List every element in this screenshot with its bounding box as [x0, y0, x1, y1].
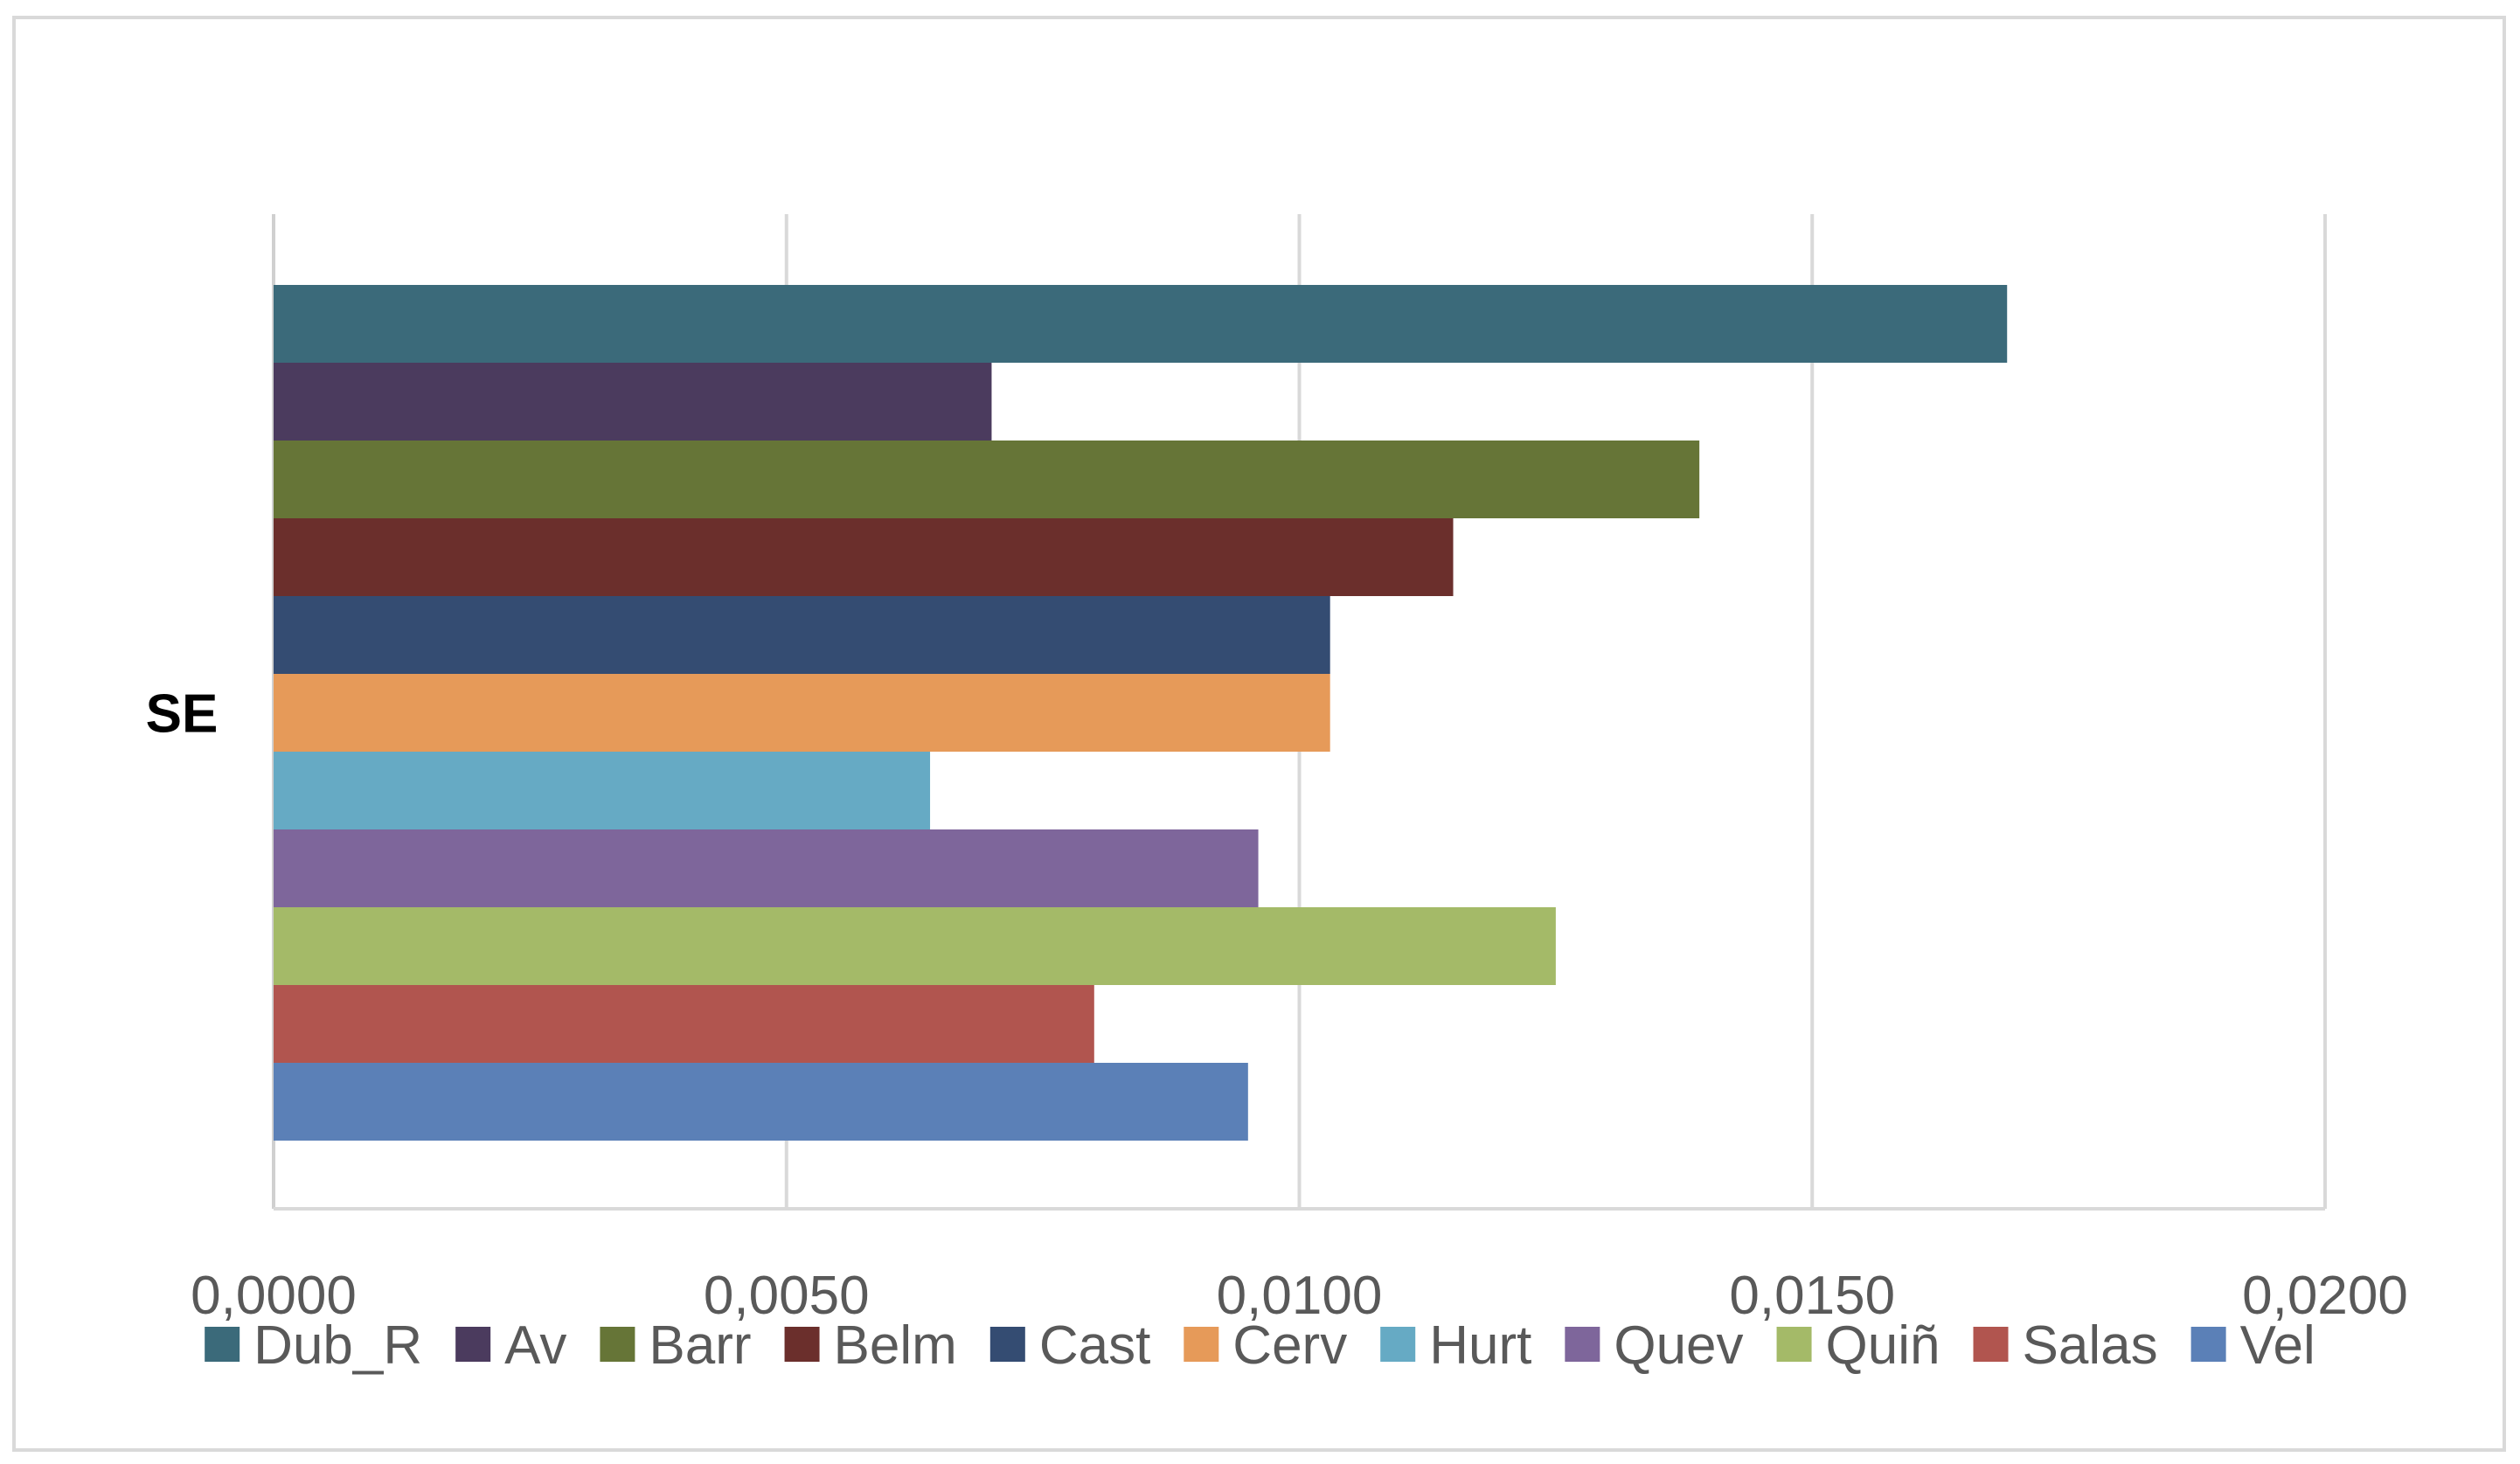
x-tick-label: 0,0100 — [1217, 1266, 1383, 1326]
legend-item: Dub_R — [205, 1315, 422, 1376]
bar — [274, 829, 1259, 907]
legend-item: Belm — [784, 1315, 957, 1376]
legend-swatch — [2190, 1327, 2226, 1362]
legend-label: Av — [504, 1315, 566, 1376]
bars — [274, 285, 2008, 1141]
x-tick-label: 0,0050 — [704, 1266, 870, 1326]
legend-swatch — [784, 1327, 820, 1362]
x-axis-tick-labels: 0,0000 0,0050 0,0100 0,0150 0,0200 — [191, 1266, 2408, 1326]
legend-swatch — [1565, 1327, 1600, 1362]
legend-swatch — [1776, 1327, 1812, 1362]
category-label: SE — [146, 684, 219, 745]
bar — [274, 674, 1330, 752]
legend-item: Salas — [1973, 1315, 2158, 1376]
bar — [274, 596, 1330, 674]
bar — [274, 907, 1556, 985]
legend-label: Belm — [834, 1315, 957, 1376]
x-tick-label: 0,0200 — [2242, 1266, 2408, 1326]
x-tick-label: 0,0150 — [1729, 1266, 1895, 1326]
legend-label: Barr — [649, 1315, 751, 1376]
bar — [274, 752, 931, 829]
legend: Dub_R Av Barr Belm Cast Cerv Hurt Quev Quiñ Salas… — [205, 1315, 2315, 1376]
legend-swatch — [205, 1327, 240, 1362]
legend-item: Hurt — [1380, 1315, 1531, 1376]
bar — [274, 285, 2008, 363]
legend-item: Quev — [1565, 1315, 1744, 1376]
legend-item: Vel — [2190, 1315, 2315, 1376]
legend-item: Barr — [600, 1315, 752, 1376]
bar — [274, 441, 1700, 518]
legend-label: Quev — [1614, 1315, 1743, 1376]
legend-swatch — [600, 1327, 635, 1362]
category-labels: SE — [146, 684, 219, 745]
bar — [274, 1063, 1248, 1141]
legend-label: Dub_R — [253, 1315, 422, 1376]
legend-label: Cast — [1039, 1315, 1150, 1376]
legend-item: Cast — [989, 1315, 1150, 1376]
legend-item: Av — [455, 1315, 566, 1376]
bar — [274, 518, 1454, 596]
legend-swatch — [1973, 1327, 2009, 1362]
legend-item: Cerv — [1184, 1315, 1347, 1376]
legend-label: Quiñ — [1826, 1315, 1940, 1376]
x-tick-label: 0,0000 — [191, 1266, 357, 1326]
legend-label: Cerv — [1232, 1315, 1347, 1376]
legend-item: Quiñ — [1776, 1315, 1940, 1376]
bar — [274, 363, 992, 441]
legend-swatch — [455, 1327, 491, 1362]
legend-swatch — [1380, 1327, 1416, 1362]
legend-label: Vel — [2240, 1315, 2315, 1376]
legend-swatch — [989, 1327, 1025, 1362]
legend-label: Salas — [2023, 1315, 2158, 1376]
bar — [274, 985, 1094, 1063]
legend-swatch — [1184, 1327, 1219, 1362]
legend-label: Hurt — [1429, 1315, 1531, 1376]
